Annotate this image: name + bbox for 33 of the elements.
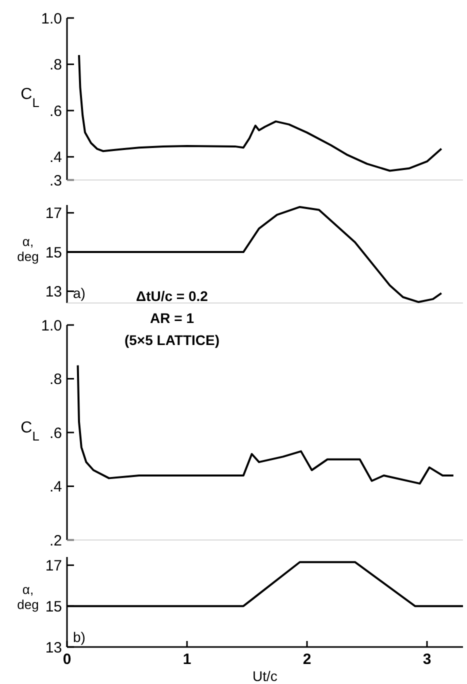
y-tick-label: 17 (45, 557, 62, 574)
annotation: (5×5 LATTICE) (124, 332, 220, 348)
y-tick-label: .6 (49, 102, 62, 120)
y-axis-title: C$_{L}$ (20, 420, 40, 443)
x-tick-label: 0 (62, 651, 72, 668)
y-tick-label: 15 (45, 244, 62, 262)
y-tick-label: .8 (49, 371, 62, 388)
y-tick-label: .8 (49, 56, 62, 74)
x-tick-label: 2 (302, 651, 312, 668)
annotation: AR = 1 (150, 310, 194, 326)
y-tick-label: .4 (49, 149, 62, 166)
y-axis-title: C$_{L}$ (20, 86, 40, 110)
annotation: b) (73, 629, 86, 645)
y-tick-label: 1.0 (41, 317, 62, 334)
y-tick-label: .2 (49, 532, 62, 550)
y-tick-label: .3 (49, 172, 62, 190)
x-axis-title: Ut/c (252, 668, 278, 684)
y-tick-label: 15 (45, 598, 62, 616)
y-tick-label: 17 (45, 205, 62, 222)
x-tick-label: 3 (422, 651, 432, 668)
annotation: ΔtU/c = 0.2 (136, 288, 208, 304)
y-tick-label: .6 (49, 424, 62, 442)
y-tick-label: 1.0 (41, 10, 62, 28)
y-axis-title: α, deg (17, 234, 39, 264)
x-tick-label: 1 (182, 651, 192, 668)
y-tick-label: 13 (45, 639, 62, 656)
line-series (66, 206, 442, 304)
annotation: a) (73, 285, 86, 301)
y-axis-title: α, deg (17, 582, 39, 612)
line-series (78, 54, 442, 172)
y-tick-label: .4 (49, 478, 62, 496)
line-series (76, 364, 454, 485)
y-tick-label: 13 (45, 283, 62, 300)
